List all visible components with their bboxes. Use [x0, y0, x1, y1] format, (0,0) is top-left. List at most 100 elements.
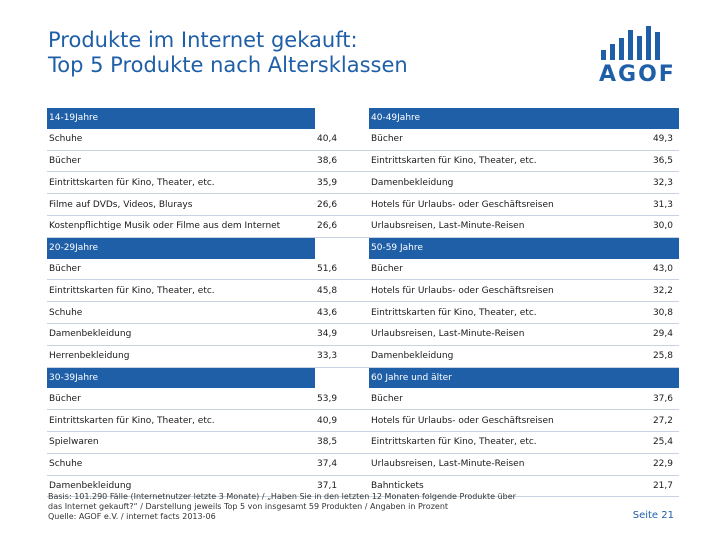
- header-spacer: [625, 108, 679, 129]
- header-spacer: [315, 367, 369, 389]
- product-label: Urlaubsreisen, Last-Minute-Reisen: [369, 215, 625, 238]
- age-group-header: 50-59 Jahre: [369, 237, 625, 259]
- product-label: Eintrittskarten für Kino, Theater, etc.: [47, 279, 315, 303]
- table-row: Bücher 53,9 Bücher 37,6: [47, 388, 679, 411]
- product-label: Hotels für Urlaubs- oder Geschäftsreisen: [369, 409, 625, 432]
- product-label: Hotels für Urlaubs- oder Geschäftsreisen: [369, 279, 625, 303]
- group-header-row: 30-39Jahre 60 Jahre und älter: [47, 367, 679, 389]
- table-row: Spielwaren 38,5 Eintrittskarten für Kino, …: [47, 431, 679, 454]
- percent-value: 37,1: [315, 475, 369, 498]
- percent-value: 30,0: [625, 215, 679, 238]
- table-row: Eintrittskarten für Kino, Theater, etc. 4…: [47, 279, 679, 303]
- percent-value: 33,3: [315, 345, 369, 368]
- product-label: Urlaubsreisen, Last-Minute-Reisen: [369, 453, 625, 476]
- logo-bar-icon: [628, 30, 633, 60]
- product-label: Spielwaren: [47, 431, 315, 454]
- logo-bar-icon: [619, 38, 624, 60]
- percent-value: 37,4: [315, 453, 369, 476]
- product-label: Bücher: [47, 388, 315, 411]
- footnote-line-2: das Internet gekauft?“ / Darstellung jew…: [48, 502, 449, 511]
- percent-value: 40,9: [315, 409, 369, 432]
- product-label: Damenbekleidung: [47, 475, 315, 498]
- percent-value: 26,6: [315, 215, 369, 238]
- percent-value: 30,8: [625, 301, 679, 324]
- table-row: Schuhe 37,4 Urlaubsreisen, Last-Minute-Rei…: [47, 453, 679, 476]
- percent-value: 37,6: [625, 388, 679, 411]
- product-label: Damenbekleidung: [47, 323, 315, 346]
- logo-bar-icon: [637, 36, 642, 60]
- age-group-header: 14-19Jahre: [47, 108, 315, 129]
- page-title: Produkte im Internet gekauft: Top 5 Prod…: [48, 28, 408, 78]
- product-label: Kostenpflichtige Musik oder Filme aus de…: [47, 215, 315, 238]
- percent-value: 38,6: [315, 150, 369, 173]
- percent-value: 38,5: [315, 431, 369, 454]
- header-spacer: [625, 367, 679, 389]
- product-label: Hotels für Urlaubs- oder Geschäftsreisen: [369, 193, 625, 216]
- percent-value: 34,9: [315, 323, 369, 346]
- logo-bar-icon: [601, 50, 606, 60]
- product-label: Bücher: [369, 258, 625, 281]
- product-label: Urlaubsreisen, Last-Minute-Reisen: [369, 323, 625, 346]
- group-header-row: 14-19Jahre 40-49Jahre: [47, 108, 679, 129]
- percent-value: 40,4: [315, 128, 369, 151]
- percent-value: 43,0: [625, 258, 679, 281]
- footnote-source: Quelle: AGOF e.V. / internet facts 2013-…: [48, 512, 216, 521]
- product-label: Bücher: [369, 388, 625, 411]
- footnote-line-1: Basis: 101.290 Fälle (Internetnutzer let…: [48, 492, 516, 501]
- product-label: Schuhe: [47, 453, 315, 476]
- table-row: Filme auf DVDs, Videos, Blurays 26,6 Hotel…: [47, 193, 679, 216]
- product-label: Bahntickets: [369, 475, 625, 498]
- percent-value: 21,7: [625, 475, 679, 498]
- product-label: Eintrittskarten für Kino, Theater, etc.: [47, 171, 315, 195]
- product-label: Damenbekleidung: [369, 171, 625, 195]
- logo-bar-icon: [610, 44, 615, 60]
- product-label: Eintrittskarten für Kino, Theater, etc.: [369, 431, 625, 454]
- percent-value: 49,3: [625, 128, 679, 151]
- percent-value: 22,9: [625, 453, 679, 476]
- logo-text: AGOF: [599, 62, 676, 87]
- age-group-header: 40-49Jahre: [369, 108, 625, 129]
- age-group-table: 14-19Jahre 40-49Jahre Schuhe 40,4 Bücher 49,3…: [47, 108, 679, 498]
- percent-value: 31,3: [625, 193, 679, 216]
- table-row: Herrenbekleidung 33,3 Damenbekleidung 25,8: [47, 345, 679, 368]
- product-label: Eintrittskarten für Kino, Theater, etc.: [369, 301, 625, 324]
- percent-value: 45,8: [315, 279, 369, 303]
- percent-value: 32,2: [625, 279, 679, 303]
- percent-value: 26,6: [315, 193, 369, 216]
- percent-value: 43,6: [315, 301, 369, 324]
- percent-value: 35,9: [315, 171, 369, 195]
- table-row: Damenbekleidung 34,9 Urlaubsreisen, Last-M…: [47, 323, 679, 346]
- logo-bar-icon: [646, 26, 651, 60]
- table-row: Damenbekleidung 37,1 Bahntickets 21,7: [47, 475, 679, 498]
- product-label: Damenbekleidung: [369, 345, 625, 368]
- product-label: Bücher: [47, 150, 315, 173]
- logo-bar-icon: [655, 32, 660, 60]
- title-line-1: Produkte im Internet gekauft:: [48, 28, 358, 52]
- product-label: Eintrittskarten für Kino, Theater, etc.: [47, 409, 315, 432]
- product-label: Schuhe: [47, 128, 315, 151]
- percent-value: 25,4: [625, 431, 679, 454]
- percent-value: 32,3: [625, 171, 679, 195]
- product-label: Eintrittskarten für Kino, Theater, etc.: [369, 150, 625, 173]
- page-number: Seite 21: [632, 510, 674, 521]
- product-label: Herrenbekleidung: [47, 345, 315, 368]
- header-spacer: [315, 237, 369, 259]
- table-row: Kostenpflichtige Musik oder Filme aus de…: [47, 215, 679, 238]
- product-label: Bücher: [47, 258, 315, 281]
- age-group-header: 30-39Jahre: [47, 367, 315, 389]
- group-header-row: 20-29Jahre 50-59 Jahre: [47, 237, 679, 259]
- product-label: Filme auf DVDs, Videos, Blurays: [47, 193, 315, 216]
- age-group-header: 60 Jahre und älter: [369, 367, 625, 389]
- percent-value: 53,9: [315, 388, 369, 411]
- percent-value: 29,4: [625, 323, 679, 346]
- percent-value: 25,8: [625, 345, 679, 368]
- age-group-header: 20-29Jahre: [47, 237, 315, 259]
- table-row: Bücher 38,6 Eintrittskarten für Kino, Thea…: [47, 150, 679, 173]
- header-spacer: [315, 108, 369, 129]
- product-label: Bücher: [369, 128, 625, 151]
- table-row: Bücher 51,6 Bücher 43,0: [47, 258, 679, 281]
- percent-value: 27,2: [625, 409, 679, 432]
- table-row: Schuhe 40,4 Bücher 49,3: [47, 128, 679, 151]
- title-line-2: Top 5 Produkte nach Altersklassen: [48, 53, 408, 77]
- footnote: Basis: 101.290 Fälle (Internetnutzer let…: [48, 492, 588, 522]
